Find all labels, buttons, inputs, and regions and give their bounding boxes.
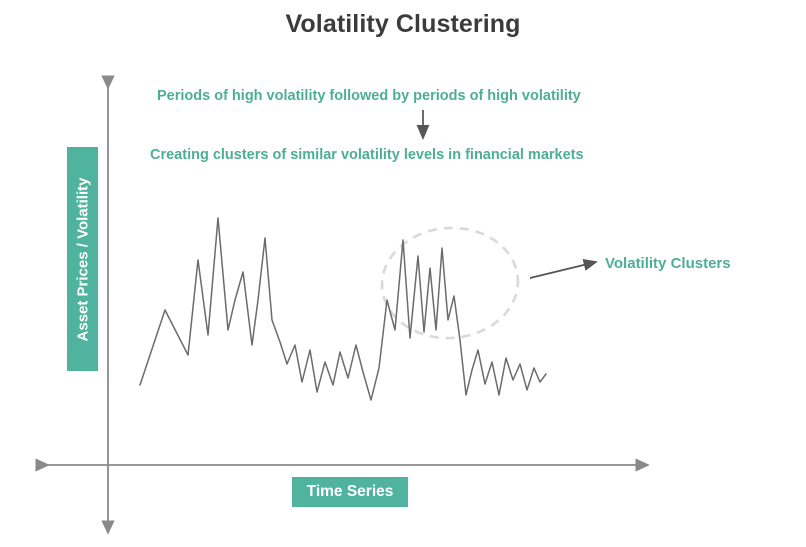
y-axis-label-chip: Asset Prices / Volatility <box>67 147 98 371</box>
x-axis-label-chip: Time Series <box>292 477 408 507</box>
cluster-callout-label: Volatility Clusters <box>605 255 731 272</box>
annotation-text-secondary: Creating clusters of similar volatility … <box>150 147 584 163</box>
callout-arrow-icon <box>529 259 598 279</box>
cluster-highlight-ellipse <box>380 226 520 340</box>
annotation-text-primary: Periods of high volatility followed by p… <box>157 88 581 104</box>
page-title: Volatility Clustering <box>285 10 521 38</box>
series-line-asset-prices <box>139 217 547 401</box>
